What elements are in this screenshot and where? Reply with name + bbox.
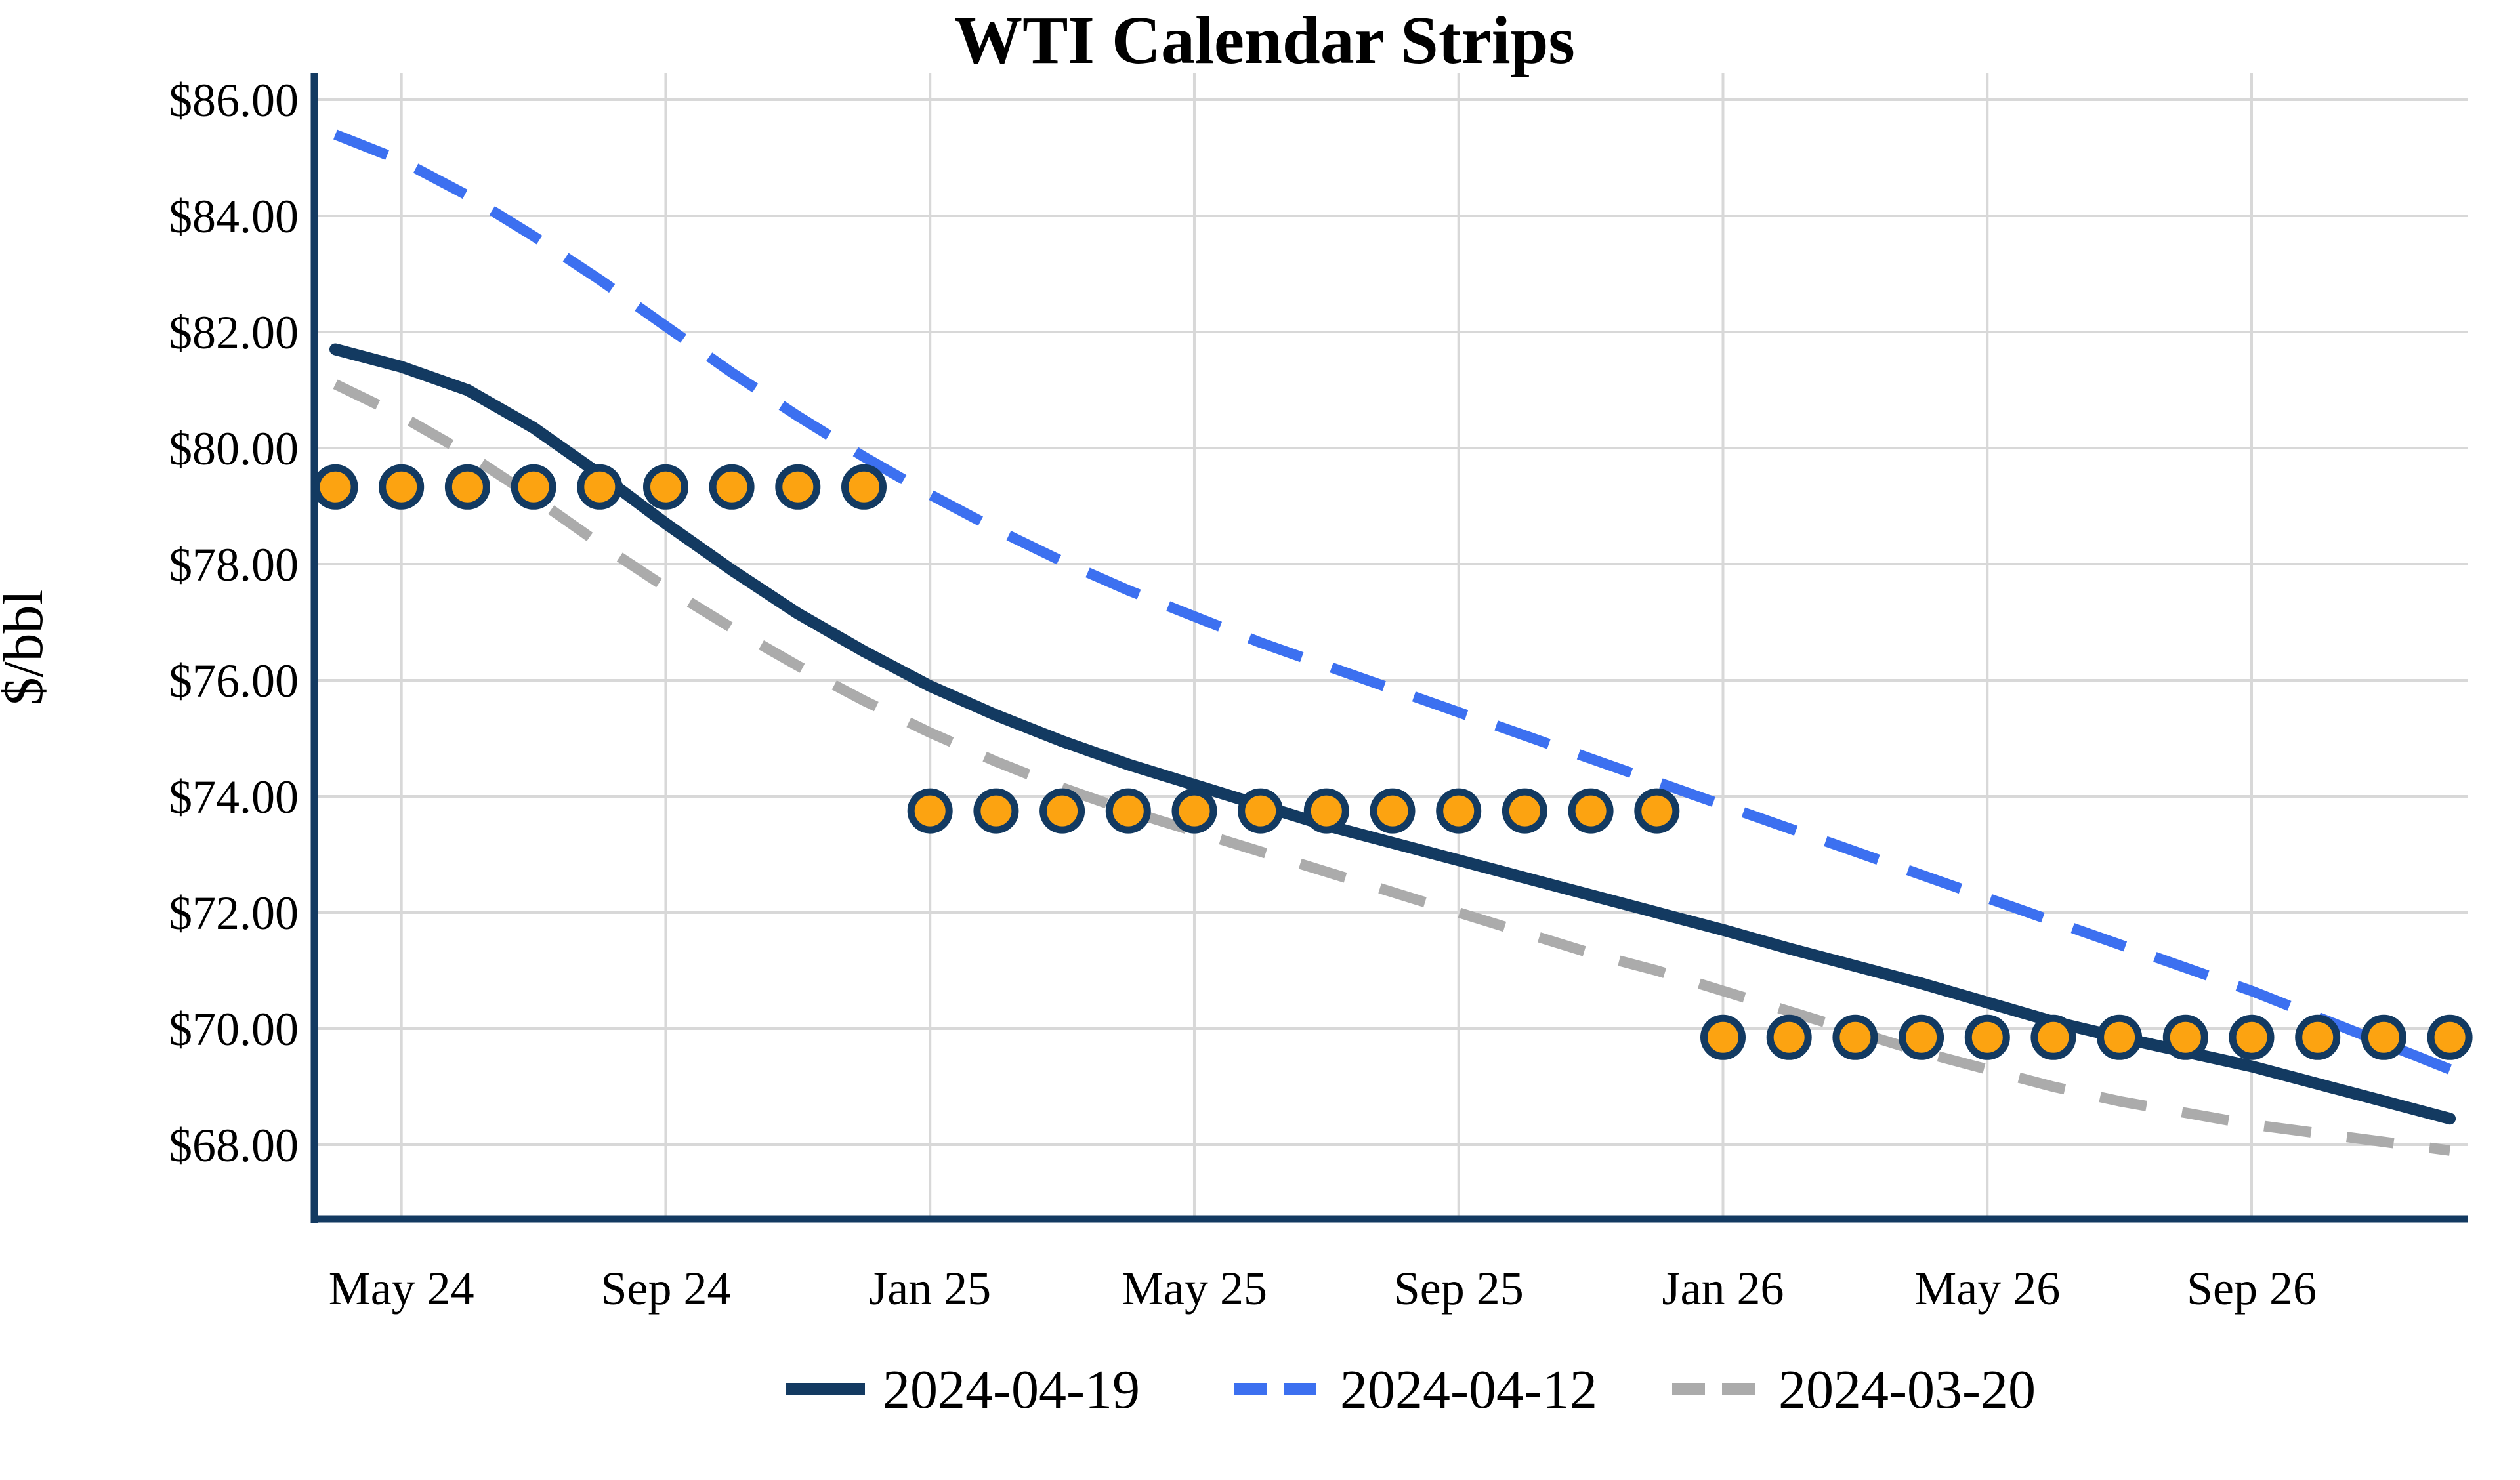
y-tick-label: $86.00 [169,74,299,127]
x-tick-label: May 24 [329,1262,474,1315]
strip-marker [1832,1014,1878,1060]
strip-marker [1634,788,1680,834]
x-tick-label: Jan 25 [869,1262,991,1315]
strip-marker [2361,1014,2406,1060]
strip-marker [1238,788,1284,834]
y-tick-label: $78.00 [169,539,299,591]
y-tick-label: $74.00 [169,771,299,823]
strip-marker [1766,1014,1812,1060]
strip-marker [1436,788,1482,834]
legend-label: 2024-04-19 [883,1359,1140,1420]
strip-marker [1303,788,1349,834]
strip-marker [1171,788,1217,834]
chart-title: WTI Calendar Strips [954,3,1575,78]
strip-marker [379,464,425,510]
x-tick-label: Sep 25 [1394,1262,1524,1315]
series-lines [329,129,2456,1156]
strip-marker [1502,788,1547,834]
legend-item: 2024-04-12 [1234,1359,1597,1420]
strip-marker [1370,788,1416,834]
x-tick-label: May 26 [1914,1262,2060,1315]
tick-labels: $86.00 $84.00 $82.00 $80.00 $78.00 $76.00 $74.… [169,74,2317,1315]
legend-label: 2024-03-20 [1778,1359,2036,1420]
x-tick-label: Sep 26 [2187,1262,2317,1315]
strip-marker [2162,1014,2208,1060]
y-tick-label: $84.00 [169,190,299,243]
strip-marker [2030,1014,2076,1060]
legend-label: 2024-04-12 [1340,1359,1597,1420]
series-line-2024-03-20 [333,379,2451,1156]
y-tick-label: $82.00 [169,306,299,359]
y-axis-title: $/bbl [0,590,54,706]
strip-marker [577,464,623,510]
y-tick-label: $76.00 [169,655,299,707]
y-tick-label: $72.00 [169,887,299,939]
strip-marker [312,464,358,510]
strip-marker [775,464,821,510]
strip-marker [643,464,688,510]
strip-marker [1899,1014,1944,1060]
strip-marker [1964,1014,2010,1060]
strip-marker [511,464,556,510]
axes-spines [310,73,2468,1223]
strip-marker [2295,1014,2341,1060]
strip-marker [444,464,490,510]
series-line-2024-04-19 [329,343,2456,1125]
x-tick-label: May 25 [1122,1262,1267,1315]
strip-marker [709,464,755,510]
y-tick-label: $70.00 [169,1003,299,1056]
legend: 2024-04-19 2024-04-12 2024-03-20 [786,1359,2036,1420]
x-tick-label: Jan 26 [1662,1262,1784,1315]
legend-item: 2024-04-19 [786,1359,1140,1420]
strip-marker [973,788,1019,834]
gridlines [316,73,2468,1216]
strip-marker [2097,1014,2143,1060]
strip-marker [907,788,953,834]
y-tick-label: $80.00 [169,422,299,475]
strip-markers [312,464,2473,1060]
strip-marker [1105,788,1151,834]
x-tick-label: Sep 24 [600,1262,730,1315]
series-line-2024-04-12 [333,129,2452,1075]
strip-marker [1040,788,1085,834]
strip-marker [841,464,887,510]
strip-marker [1568,788,1614,834]
strip-marker [1700,1014,1746,1060]
y-tick-label: $68.00 [169,1119,299,1172]
legend-item: 2024-03-20 [1672,1359,2036,1420]
strip-marker [2427,1014,2473,1060]
strip-marker [2229,1014,2275,1060]
